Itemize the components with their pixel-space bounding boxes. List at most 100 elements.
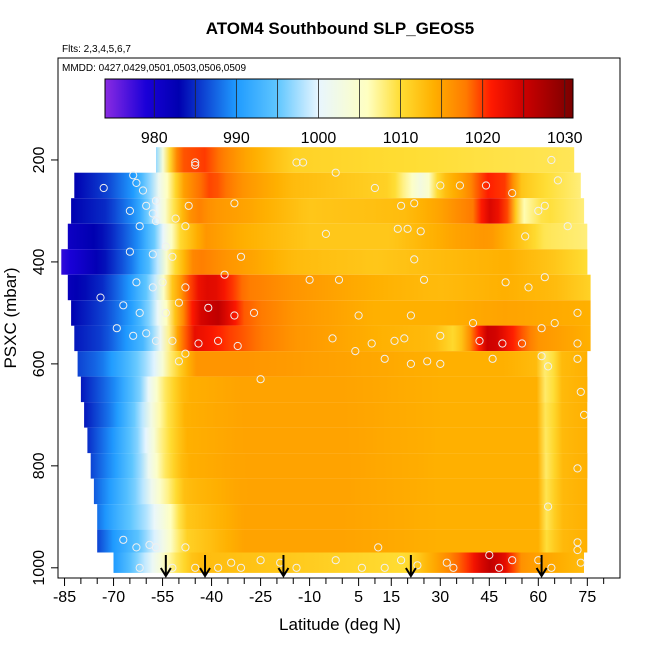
observation-point <box>351 347 360 356</box>
observation-point <box>214 336 223 345</box>
observation-point <box>142 329 151 338</box>
x-tick-label: 30 <box>431 589 449 606</box>
observation-point <box>540 201 549 210</box>
x-tick-label: 60 <box>529 589 547 606</box>
observation-point <box>397 556 406 565</box>
colorbar-tick-label: 1020 <box>465 130 501 147</box>
x-tick-label: -70 <box>102 589 125 606</box>
observation-point <box>161 242 170 251</box>
observation-point <box>367 339 376 348</box>
x-tick-label: -55 <box>151 589 174 606</box>
observation-point <box>168 252 177 261</box>
observation-point <box>354 311 363 320</box>
observation-point <box>403 224 412 233</box>
observation-point <box>328 334 337 343</box>
observation-point <box>236 563 246 572</box>
flight-arrow <box>277 555 290 578</box>
observation-point <box>449 563 458 572</box>
observation-point <box>174 357 183 366</box>
observation-point <box>436 181 445 190</box>
y-tick-label: 400 <box>31 248 48 275</box>
observation-point <box>292 158 301 167</box>
observation-point <box>498 339 507 348</box>
observation-point <box>331 168 340 177</box>
observation-point <box>151 336 161 345</box>
heatmap-band <box>71 300 591 326</box>
colorbar-tick-label: 1010 <box>383 130 419 147</box>
colorbar-tick-label: 990 <box>223 130 250 147</box>
observation-point <box>236 252 246 261</box>
heatmap-band <box>97 504 588 530</box>
observation-point <box>227 558 236 567</box>
observation-point <box>517 339 527 348</box>
observation-point <box>299 158 308 167</box>
flight-arrow <box>199 555 211 578</box>
observation-point <box>580 410 589 419</box>
observation-point <box>521 232 530 241</box>
observation-point <box>423 357 432 366</box>
observation-point <box>256 375 265 384</box>
observation-point <box>256 556 265 565</box>
observation-point <box>135 563 144 572</box>
observation-point <box>142 201 151 210</box>
observation-point <box>151 217 161 226</box>
y-tick-label: 1000 <box>31 550 48 586</box>
observation-point <box>370 183 379 193</box>
observation-point <box>148 209 157 218</box>
observation-point <box>119 301 128 310</box>
observation-point <box>573 354 582 363</box>
observation-point <box>168 336 177 345</box>
heatmap-cells <box>61 147 591 573</box>
heatmap-band <box>87 427 588 454</box>
observation-point <box>135 222 144 231</box>
flight-arrow <box>159 555 172 578</box>
observation-point <box>413 561 422 570</box>
observation-point <box>410 199 419 208</box>
observation-point <box>125 247 134 256</box>
observation-point <box>416 227 425 236</box>
observation-point <box>550 319 559 328</box>
observation-point <box>191 158 200 167</box>
observation-point <box>148 250 157 259</box>
observation-point <box>233 341 242 351</box>
observation-point <box>544 362 553 371</box>
observation-point <box>573 464 582 473</box>
observation-point <box>194 339 203 348</box>
observation-point <box>96 293 105 302</box>
observation-point <box>540 273 549 282</box>
observation-point <box>119 535 128 544</box>
x-axis-label: Latitude (deg N) <box>279 615 401 634</box>
observation-point <box>410 255 419 264</box>
heatmap-band <box>84 402 588 428</box>
heatmap-band <box>67 223 588 250</box>
observation-point <box>573 339 582 348</box>
observation-point <box>501 278 510 287</box>
heatmap-band <box>80 376 588 403</box>
x-tick-label: -85 <box>53 589 76 606</box>
flight-arrows <box>159 555 548 578</box>
colorbar-tick-label: 1000 <box>301 130 337 147</box>
observation-point <box>292 563 301 572</box>
observation-point <box>158 278 167 287</box>
observation-point <box>135 308 144 317</box>
colorbar-gradient <box>104 78 574 119</box>
observation-point <box>191 563 200 572</box>
observation-point <box>537 352 546 361</box>
observation-point <box>331 556 340 565</box>
observation-point <box>249 308 259 317</box>
heatmap-band <box>156 147 575 173</box>
observation-point <box>534 206 543 215</box>
observation-point <box>400 334 409 343</box>
flight-arrow <box>405 555 417 578</box>
observation-point <box>151 196 161 205</box>
observation-point <box>321 229 330 238</box>
observation-point <box>390 336 399 345</box>
observation-point <box>132 178 141 187</box>
heatmap-band <box>93 478 588 505</box>
observation-point <box>553 176 563 185</box>
observation-point <box>191 161 200 170</box>
observation-point <box>168 563 177 572</box>
x-tick-label: 15 <box>382 589 400 606</box>
x-axis: -85 -70 -55 -40 -25 -10 5 15 30 45 60 75 <box>53 578 605 606</box>
